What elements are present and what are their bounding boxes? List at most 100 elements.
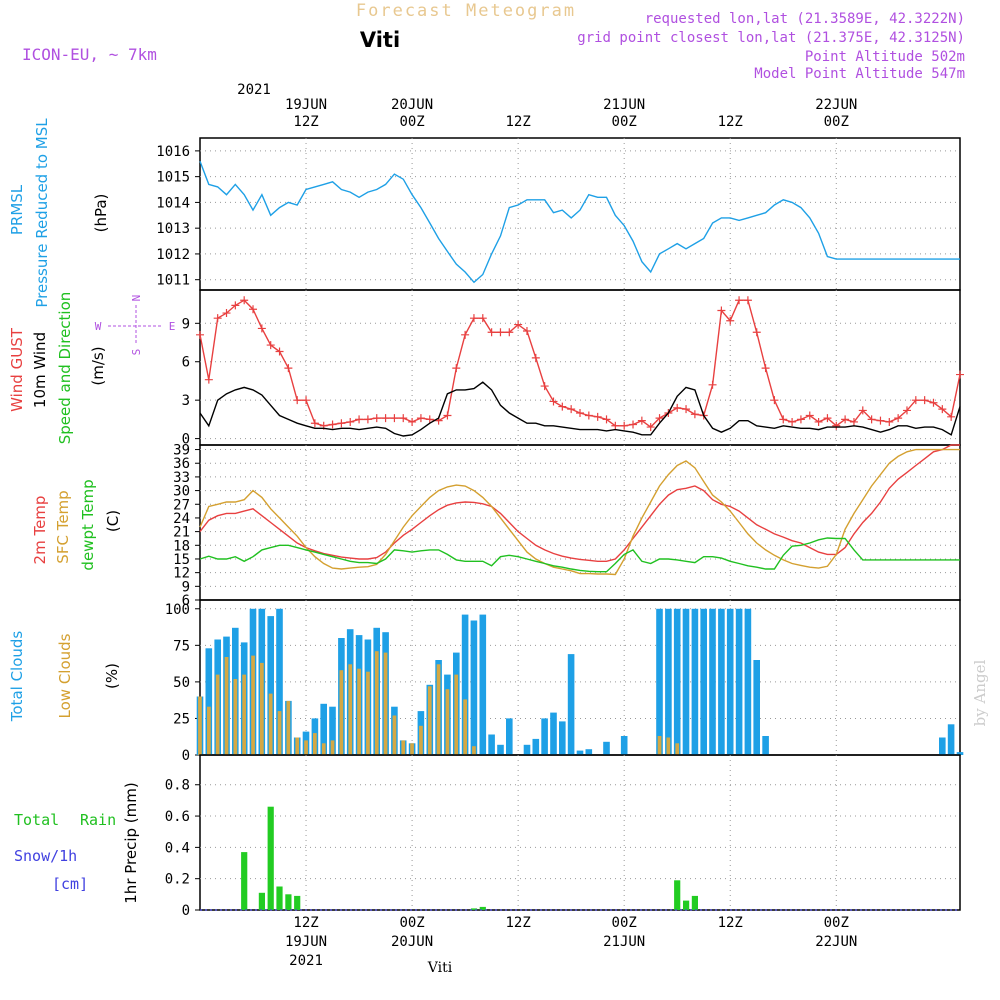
bar-total-rain (470, 908, 478, 910)
bar-low-clouds (251, 655, 255, 755)
bar-total-clouds (559, 721, 566, 755)
bar-low-clouds (313, 733, 317, 755)
bar-low-clouds (666, 737, 671, 755)
gust-marker (823, 414, 832, 423)
y-tick-label: 6 (182, 593, 190, 609)
bar-total-clouds (762, 736, 769, 755)
bar-low-clouds (268, 693, 273, 755)
top-year: 2021 (237, 82, 271, 98)
bar-low-clouds (357, 668, 361, 755)
bar-total-clouds (497, 744, 504, 755)
bar-total-clouds (956, 752, 964, 755)
y-tick-label: 24 (173, 511, 190, 527)
compass-s: S (130, 349, 143, 356)
gust-marker (602, 415, 611, 424)
gust-marker (469, 314, 478, 323)
bar-total-rain (294, 895, 301, 910)
bar-total-clouds (329, 706, 336, 755)
bar-total-clouds (691, 608, 699, 755)
watermark: by Angel (971, 659, 989, 726)
requested-coords: requested lon,lat (21.3589E, 42.3222N) (645, 11, 965, 27)
bottom-hour-label: 12Z (293, 915, 318, 931)
y-tick-label: 36 (173, 456, 190, 472)
bottom-hour-label: 12Z (718, 915, 743, 931)
gust-marker (196, 330, 204, 339)
y-tick-label: 1016 (156, 144, 190, 160)
bar-low-clouds (339, 670, 344, 755)
bottom-hour-label: 12Z (505, 915, 530, 931)
gust-marker (558, 402, 567, 411)
gust-marker (593, 412, 602, 421)
bar-total-clouds (726, 608, 734, 755)
y-tick-label: 27 (173, 497, 190, 513)
gust-marker (487, 328, 496, 337)
gust-marker (620, 421, 629, 430)
gust-marker (735, 296, 744, 305)
clouds-unit: (%) (103, 663, 121, 689)
bottom-date-label: 21JUN (603, 934, 645, 950)
compass-e: E (169, 320, 176, 333)
temp-2m-label: 2m Temp (31, 496, 49, 565)
chart-title: Forecast Meteogram (356, 1, 576, 21)
point-altitude: Point Altitude 502m (805, 49, 965, 65)
bar-total-clouds (753, 660, 760, 755)
bar-low-clouds (454, 674, 459, 755)
bar-low-clouds (260, 662, 264, 755)
gust-marker (805, 411, 814, 420)
gust-marker (363, 415, 372, 424)
low-clouds-label: Low Clouds (56, 633, 74, 718)
gust-marker (832, 421, 841, 430)
series-line-10m-wind (199, 381, 961, 437)
bar-total-clouds (541, 718, 548, 755)
gust-marker (876, 416, 885, 425)
bar-low-clouds (330, 740, 335, 755)
bar-total-rain (267, 806, 274, 910)
top-date-label: 19JUN (285, 97, 327, 113)
gust-marker (867, 415, 876, 424)
gust-marker (416, 414, 425, 423)
bar-low-clouds (657, 736, 662, 755)
gust-marker (584, 411, 593, 420)
gust-marker (690, 410, 699, 419)
gust-marker (452, 364, 461, 373)
y-tick-label: 0.2 (165, 872, 190, 888)
y-tick-label: 0 (182, 903, 190, 919)
panel-frame (199, 754, 961, 911)
top-hour-label: 00Z (612, 114, 637, 130)
bar-total-clouds (656, 608, 663, 755)
bar-low-clouds (427, 686, 432, 755)
precip-total-label: Total (14, 811, 59, 829)
bar-total-clouds (603, 741, 610, 755)
gust-marker (240, 296, 249, 305)
bar-low-clouds (321, 743, 326, 755)
pressure-label-1: PRMSL (8, 184, 26, 235)
gust-marker (788, 417, 797, 426)
y-tick-label: 1015 (156, 170, 190, 186)
series-line-2m-temp (199, 444, 960, 562)
bar-low-clouds (383, 652, 388, 755)
bar-total-clouds (947, 724, 955, 755)
y-tick-label: 1013 (156, 221, 190, 237)
bar-low-clouds (410, 743, 414, 755)
bar-low-clouds (198, 696, 202, 755)
gust-marker (761, 364, 770, 373)
y-tick-label: 9 (182, 579, 190, 595)
bar-low-clouds (233, 679, 238, 755)
gust-marker (372, 414, 381, 423)
bar-low-clouds (374, 651, 379, 755)
gust-marker (204, 375, 213, 384)
y-tick-label: 100 (165, 602, 190, 618)
gust-marker (302, 396, 311, 405)
bar-total-clouds (700, 608, 707, 755)
gust-marker (770, 396, 779, 405)
panel-wind: 0 3 6 9 (182, 289, 964, 448)
model-altitude: Model Point Altitude 547m (754, 66, 965, 82)
panel-pressure: 1011 1012 1013 1014 1015 1016 (156, 137, 961, 291)
y-tick-label: 12 (173, 566, 190, 582)
y-tick-label: 15 (173, 552, 190, 568)
y-tick-label: 30 (173, 484, 190, 500)
gust-marker (540, 382, 549, 391)
bar-low-clouds (277, 711, 282, 755)
panel-frame (199, 444, 961, 601)
wind-dir-label: Speed and Direction (56, 292, 74, 445)
